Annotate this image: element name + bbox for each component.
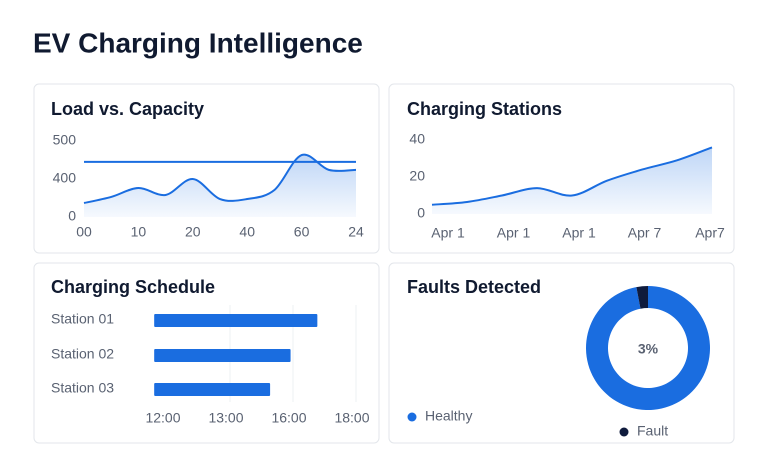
category-label: Station 02 [51,346,114,362]
x-tick-label: 20 [185,224,201,240]
x-tick-label: Apr 1 [562,225,596,241]
line [431,146,713,206]
bar [154,349,291,362]
card-title: Load vs. Capacity [51,99,204,119]
x-tick-label: 16:00 [271,410,306,426]
legend-label: Healthy [425,408,472,424]
x-tick-label: 13:00 [208,410,243,426]
card-title: Charging Stations [407,99,562,119]
y-tick-label: 40 [409,131,425,147]
y-tick-label: 20 [409,168,425,184]
x-tick-label: Apr7 [695,225,725,241]
donut-slice [586,285,711,410]
line [83,153,357,205]
category-label: Station 01 [51,311,114,327]
card-title: Faults Detected [407,277,541,297]
center-label: 3% [638,341,659,357]
x-tick-label: Apr 1 [431,225,465,241]
legend-label: Fault [637,423,668,439]
donut-slice [636,286,648,309]
x-tick-label: 10 [131,224,147,240]
area [84,154,356,217]
legend-swatch [407,412,417,422]
x-tick-label: 60 [294,224,310,240]
y-tick-label: 0 [68,208,76,224]
x-tick-label: Apr 1 [497,225,531,241]
x-tick-label: 24 [348,224,364,240]
x-tick-label: 12:00 [145,410,180,426]
bar [154,383,271,396]
page-title: EV Charging Intelligence [33,27,363,58]
category-label: Station 03 [51,380,114,396]
card-title: Charging Schedule [51,277,215,297]
bar [154,314,318,327]
x-tick-label: 40 [239,224,255,240]
legend-swatch [619,427,629,437]
x-tick-label: Apr 7 [628,225,662,241]
y-tick-label: 0 [417,205,425,221]
x-tick-label: 00 [76,224,92,240]
y-tick-label: 400 [53,170,77,186]
area [432,147,712,214]
x-tick-label: 18:00 [334,410,369,426]
y-tick-label: 500 [53,132,77,148]
